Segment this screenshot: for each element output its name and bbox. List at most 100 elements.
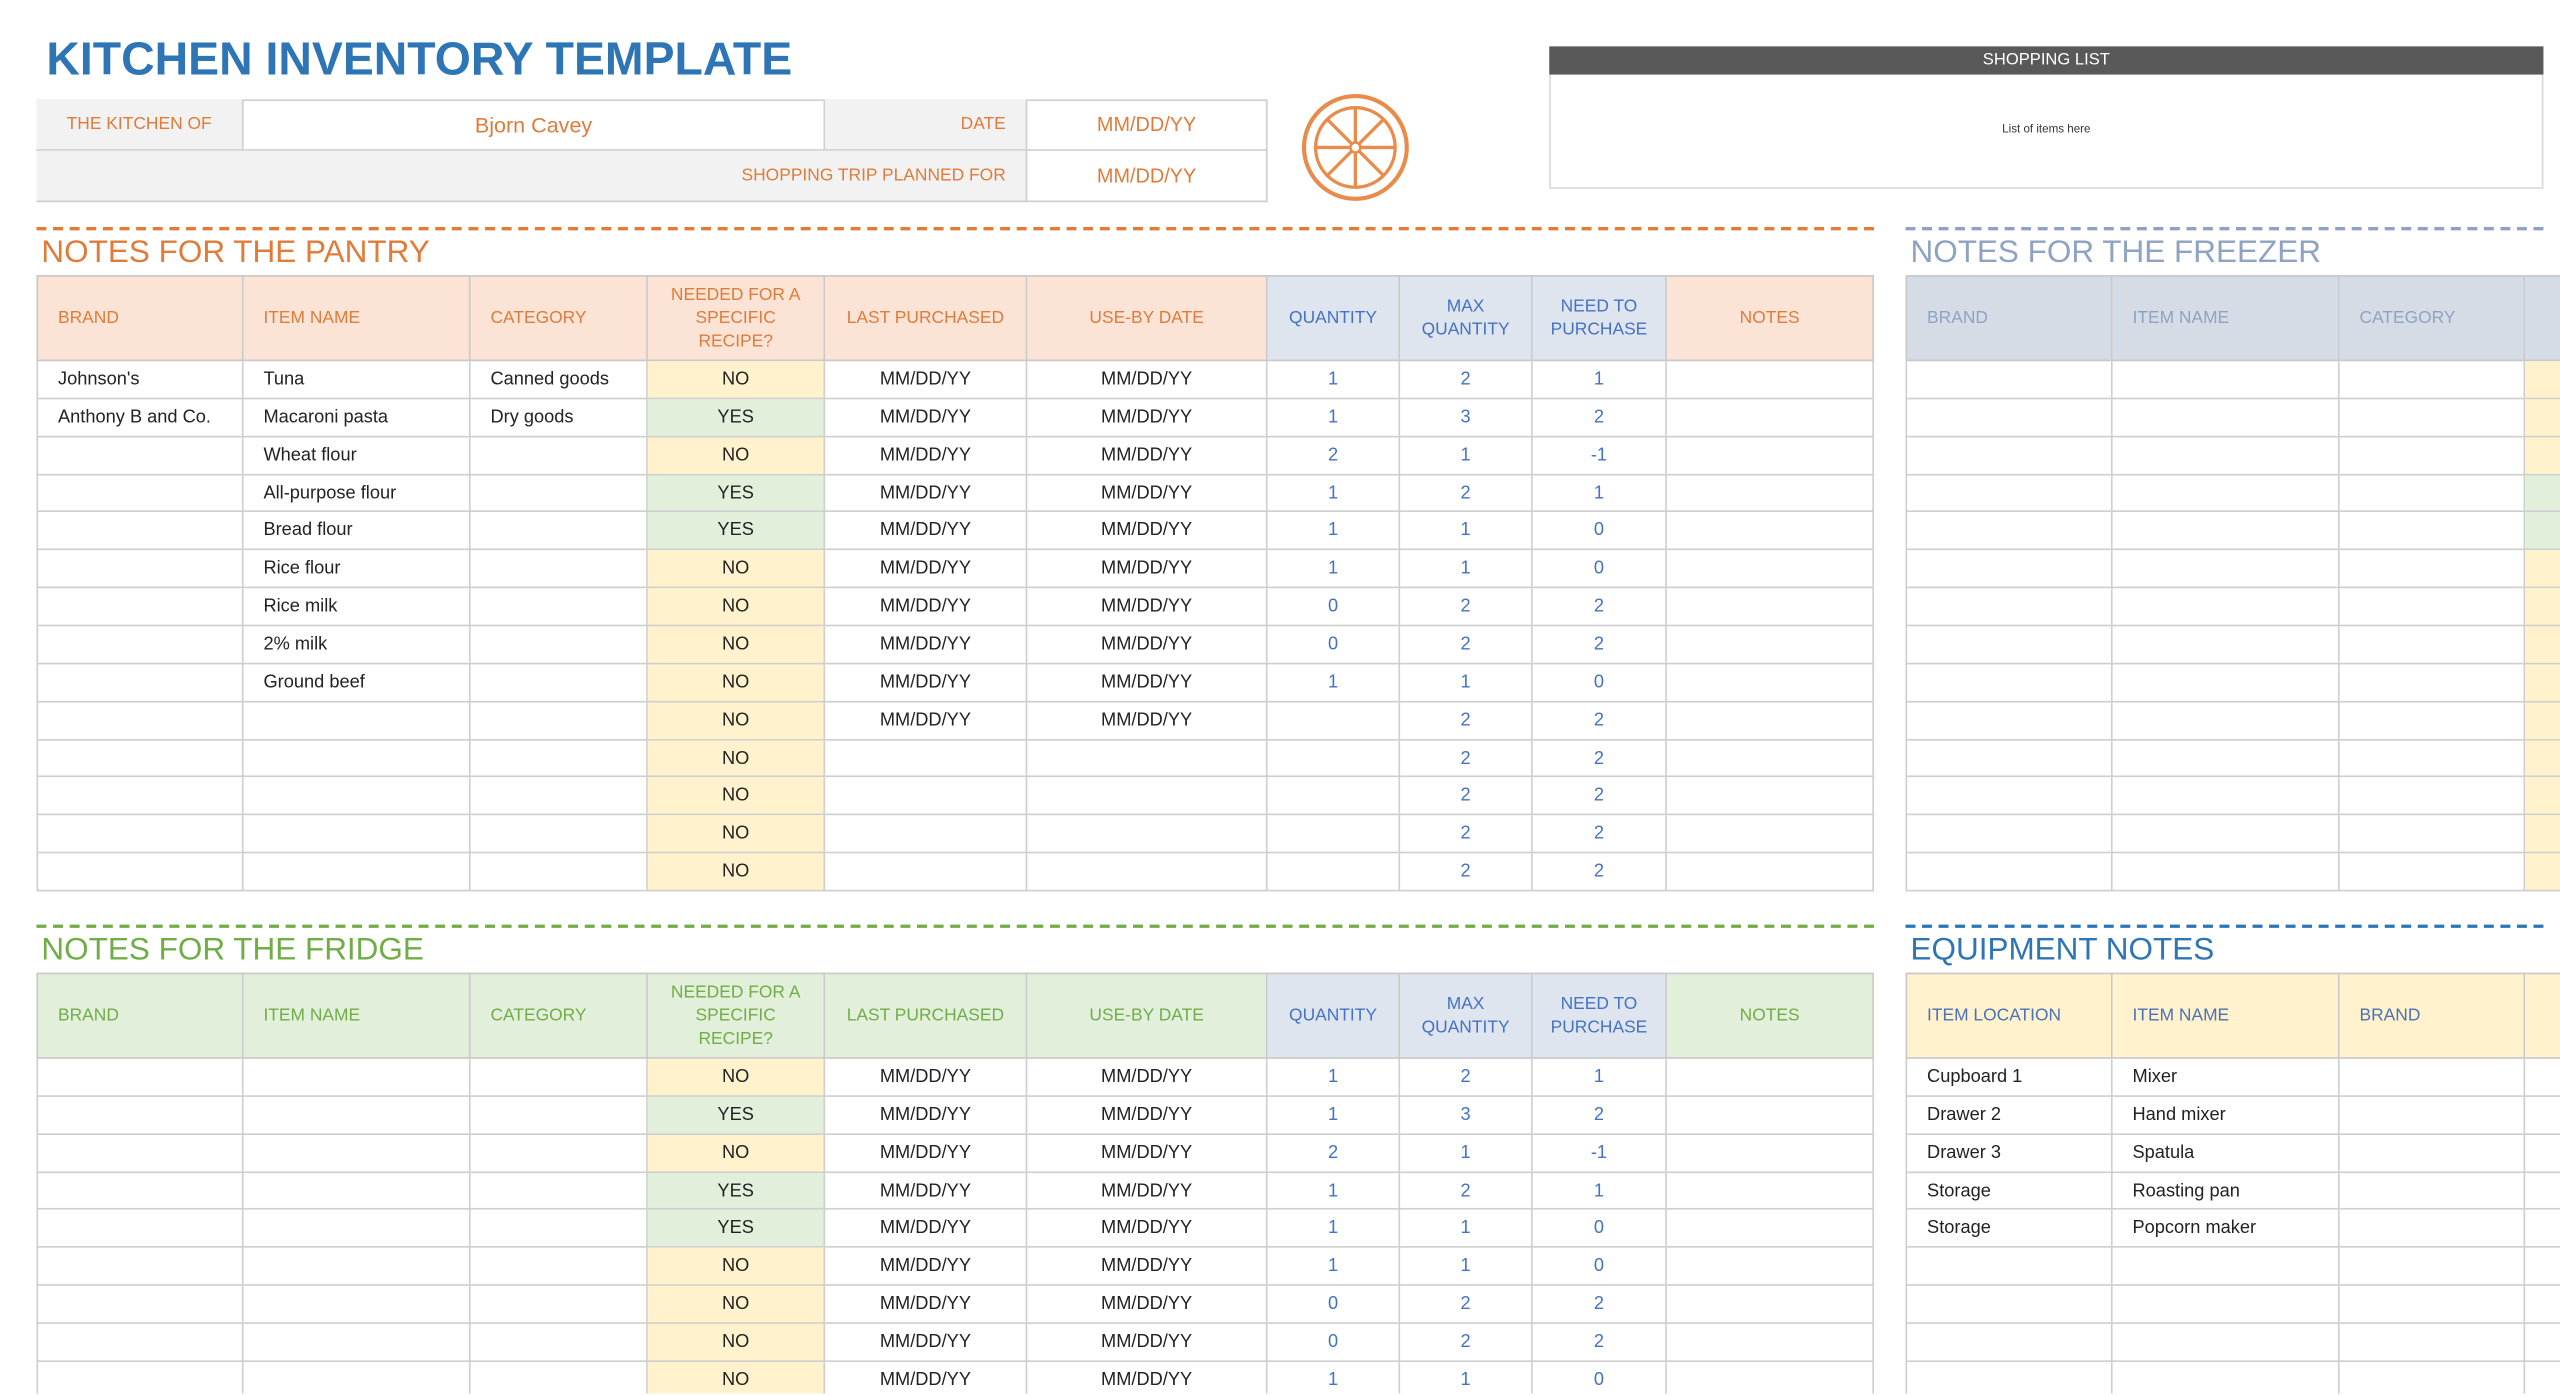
cell bbox=[2339, 626, 2526, 665]
cell bbox=[470, 1210, 648, 1249]
cell: 1 bbox=[1400, 664, 1533, 703]
cell: MM/DD/YY bbox=[1027, 1361, 1268, 1394]
cell: NO bbox=[647, 853, 826, 892]
cell bbox=[36, 777, 244, 816]
cell bbox=[1666, 1058, 1875, 1097]
section-rule bbox=[36, 227, 1875, 231]
cell: Mixer bbox=[2112, 1058, 2340, 1097]
column-header: NEEDED FOR A SPECIFIC RECIPE? bbox=[647, 972, 826, 1059]
cell bbox=[1666, 626, 1875, 665]
cell: 0 bbox=[1267, 1286, 1401, 1324]
cell bbox=[2525, 702, 2560, 740]
column-header: BRAND bbox=[2339, 972, 2526, 1059]
shopping-list-title: SHOPPING LIST bbox=[1549, 46, 2544, 75]
section-title: NOTES FOR THE PANTRY bbox=[41, 235, 430, 271]
cell bbox=[1905, 474, 2113, 513]
column-header bbox=[2525, 972, 2560, 1059]
cell bbox=[1905, 1248, 2113, 1287]
cell: 2 bbox=[1532, 777, 1667, 816]
cell bbox=[2113, 1361, 2340, 1394]
cell bbox=[36, 436, 244, 475]
cell bbox=[2525, 1324, 2560, 1362]
cell bbox=[2339, 853, 2526, 892]
cell: MM/DD/YY bbox=[825, 512, 1028, 551]
cell bbox=[1905, 626, 2113, 665]
cell bbox=[2525, 361, 2560, 400]
column-header: NEEDED FOR A SPECIFIC RECIPE? bbox=[647, 275, 826, 362]
cell: NO bbox=[647, 664, 826, 703]
cell bbox=[2340, 1361, 2526, 1394]
cell: MM/DD/YY bbox=[1027, 664, 1268, 703]
cell bbox=[470, 1323, 648, 1362]
column-header: USE-BY DATE bbox=[1027, 275, 1268, 362]
column-header: BRAND bbox=[36, 972, 244, 1059]
section-title: NOTES FOR THE FRIDGE bbox=[41, 932, 424, 968]
cell: 1 bbox=[1267, 550, 1401, 589]
cell: Canned goods bbox=[470, 361, 648, 400]
cell: MM/DD/YY bbox=[1027, 1058, 1268, 1097]
cell bbox=[2339, 1210, 2526, 1249]
cell bbox=[2112, 777, 2340, 816]
cell bbox=[2525, 550, 2560, 589]
cell: Ground beef bbox=[243, 664, 471, 703]
cell: 2 bbox=[1267, 436, 1401, 475]
cell bbox=[1666, 815, 1875, 854]
cell bbox=[1905, 550, 2113, 589]
cell: Dry goods bbox=[470, 399, 648, 437]
cell: Roasting pan bbox=[2112, 1172, 2340, 1211]
cell bbox=[470, 702, 648, 740]
cell bbox=[1905, 815, 2113, 854]
cell: MM/DD/YY bbox=[1027, 1172, 1268, 1211]
cell bbox=[36, 739, 244, 778]
cell: 1 bbox=[1400, 1210, 1533, 1249]
cell bbox=[1666, 1172, 1875, 1211]
cell bbox=[470, 550, 648, 589]
cell: MM/DD/YY bbox=[825, 361, 1028, 400]
column-header: MAX QUANTITY bbox=[1400, 972, 1533, 1059]
cell bbox=[2339, 1096, 2526, 1135]
cell: MM/DD/YY bbox=[1027, 1323, 1268, 1362]
cell: Anthony B and Co. bbox=[36, 399, 244, 437]
cell bbox=[1666, 550, 1875, 589]
cell bbox=[1905, 399, 2113, 437]
cell bbox=[470, 1058, 648, 1097]
cell: MM/DD/YY bbox=[825, 1096, 1028, 1135]
cell: YES bbox=[647, 512, 826, 551]
cell: 2 bbox=[1400, 853, 1533, 892]
cell bbox=[2339, 399, 2526, 437]
cell bbox=[2339, 1286, 2526, 1324]
cell bbox=[2525, 739, 2560, 778]
cell bbox=[1027, 739, 1268, 778]
cell: MM/DD/YY bbox=[825, 399, 1028, 437]
cell bbox=[2112, 588, 2340, 627]
cell bbox=[2112, 853, 2340, 892]
cell bbox=[470, 739, 648, 778]
column-header: USE-BY DATE bbox=[1027, 972, 1268, 1059]
cell: MM/DD/YY bbox=[825, 1286, 1028, 1324]
cell bbox=[36, 512, 244, 551]
cell: 0 bbox=[1267, 588, 1401, 627]
column-header: BRAND bbox=[36, 275, 244, 362]
cell: MM/DD/YY bbox=[1027, 1248, 1268, 1287]
cell: 0 bbox=[1532, 1248, 1667, 1287]
cell: 2 bbox=[1400, 1323, 1533, 1362]
cell bbox=[243, 777, 471, 816]
column-header: CATEGORY bbox=[470, 972, 648, 1059]
cell: 1 bbox=[1267, 1096, 1401, 1135]
cell: 1 bbox=[1532, 1058, 1667, 1097]
cell bbox=[2339, 512, 2526, 551]
cell: MM/DD/YY bbox=[1027, 588, 1268, 627]
cell: NO bbox=[647, 777, 826, 816]
cell bbox=[825, 815, 1028, 854]
cell: Popcorn maker bbox=[2112, 1210, 2340, 1249]
trip-value: MM/DD/YY bbox=[1027, 150, 1268, 203]
cell: 1 bbox=[1532, 474, 1667, 513]
cell bbox=[2339, 1134, 2526, 1173]
cell: MM/DD/YY bbox=[1027, 399, 1268, 437]
cell: 2 bbox=[1400, 588, 1533, 627]
cell: 1 bbox=[1400, 1361, 1533, 1394]
cell bbox=[2525, 1362, 2560, 1394]
cell bbox=[1666, 399, 1875, 437]
cell bbox=[36, 853, 244, 892]
